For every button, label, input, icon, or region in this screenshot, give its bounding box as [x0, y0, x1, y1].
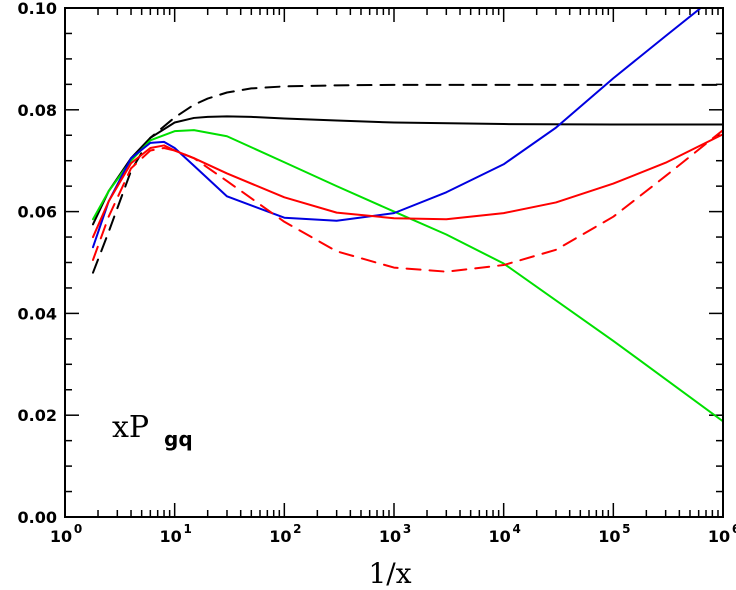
- x-tick-label: 10: [50, 527, 72, 546]
- x-tick-label: 10: [379, 527, 401, 546]
- series-lines: [91, 8, 723, 423]
- annotation: xP gq: [112, 410, 193, 451]
- plot-frame: [64, 7, 724, 518]
- x-tick-label: 10: [598, 527, 620, 546]
- y-tick-label: 0.00: [18, 508, 57, 527]
- x-tick-exponent: 3: [403, 522, 411, 536]
- y-tick-label: 0.08: [18, 101, 57, 120]
- y-tick-label: 0.04: [18, 304, 57, 323]
- y-tick-label: 0.10: [18, 0, 57, 18]
- series-line-3: [91, 129, 723, 423]
- x-tick-exponent: 1: [183, 522, 191, 536]
- y-tick-label: 0.06: [18, 203, 57, 222]
- series-line-4: [91, 8, 703, 249]
- y-tick-label: 0.02: [18, 406, 57, 425]
- x-tick-exponent: 0: [74, 522, 82, 536]
- series-line-2: [91, 83, 723, 274]
- x-tick-label: 10: [269, 527, 291, 546]
- x-tick-label: 10: [708, 527, 730, 546]
- x-tick-exponent: 4: [512, 522, 520, 536]
- annotation-main: xP: [112, 410, 149, 445]
- x-tick-exponent: 5: [622, 522, 630, 536]
- x-tick-exponent: 6: [732, 522, 736, 536]
- x-tick-label: 10: [489, 527, 511, 546]
- series-line-5: [91, 133, 723, 239]
- x-axis-title: 1/x: [368, 557, 411, 590]
- x-tick-exponent: 2: [293, 522, 301, 536]
- x-tick-label: 10: [160, 527, 182, 546]
- series-line-1: [91, 115, 723, 226]
- annotation-subscript: gq: [164, 427, 193, 451]
- series-line-6: [91, 129, 723, 273]
